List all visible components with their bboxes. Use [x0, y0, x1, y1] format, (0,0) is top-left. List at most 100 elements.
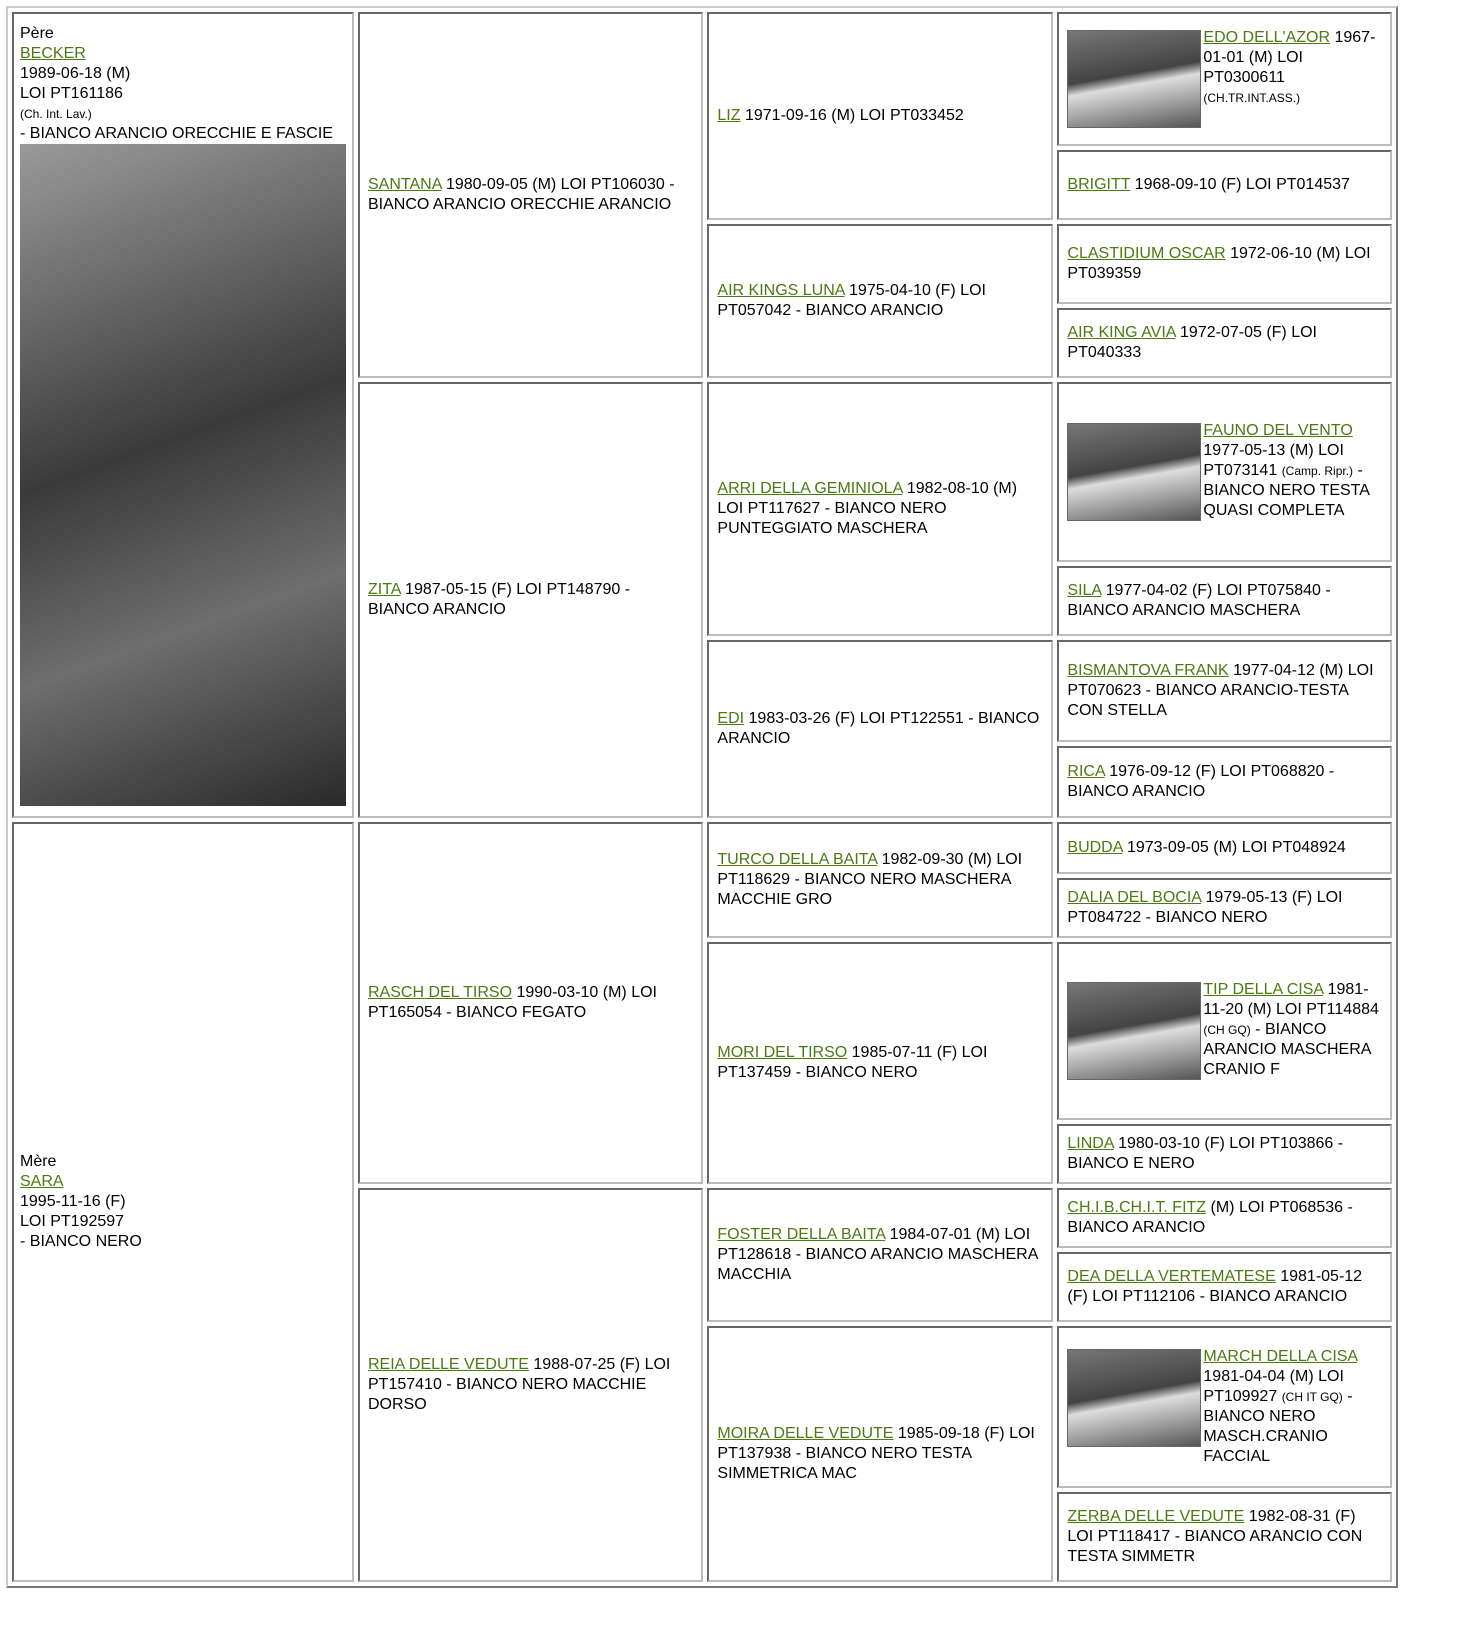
- dog-info: 1977-04-02 (F) LOI PT075840 - BIANCO ARA…: [1067, 582, 1331, 619]
- pedigree-row: REIA DELLE VEDUTE 1988-07-25 (F) LOI PT1…: [12, 1188, 1392, 1582]
- dog-info: 1982-08-31 (F) LOI PT118417 - BIANCO ARA…: [1067, 1508, 1363, 1565]
- dog-link[interactable]: MORI DEL TIRSO: [717, 1044, 848, 1061]
- dog-title: (CH IT GQ): [1281, 1390, 1343, 1404]
- dog-info: - BIANCO NERO TESTA QUASI COMPLETA: [1203, 462, 1370, 519]
- pedigree-row: Mère SARA 1995-11-16 (F) LOI PT192597 - BIAN…: [12, 822, 1392, 1582]
- pedigree-cell: AIR KINGS LUNA 1975-04-10 (F) LOI PT0570…: [707, 224, 1054, 378]
- dog-link[interactable]: DALIA DEL BOCIA: [1067, 889, 1202, 906]
- dog-info: 1981-11-20 (M) LOI PT114884: [1203, 981, 1379, 1018]
- dog-link[interactable]: LIZ: [717, 107, 741, 124]
- dog-link[interactable]: MOIRA DELLE VEDUTE: [717, 1425, 894, 1442]
- photo-thumb: [1067, 30, 1202, 128]
- pedigree-cell: SANTANA 1980-09-05 (M) LOI PT106030 - BI…: [358, 12, 704, 378]
- dog-info: 1990-03-10 (M) LOI PT165054 - BIANCO FEG…: [368, 984, 657, 1021]
- dog-link[interactable]: RASCH DEL TIRSO: [368, 984, 513, 1001]
- pedigree-cell: Père BECKER 1989-06-18 (M) LOI PT161186 (Ch.…: [12, 12, 354, 818]
- dog-link[interactable]: DEA DELLA VERTEMATESE: [1067, 1268, 1276, 1285]
- dog-link[interactable]: TIP DELLA CISA: [1203, 981, 1324, 998]
- pedigree-row: AIR KINGS LUNA 1975-04-10 (F) LOI PT0570…: [12, 224, 1392, 378]
- pedigree-cell: Mère SARA 1995-11-16 (F) LOI PT192597 - BIAN…: [12, 822, 354, 1582]
- dog-info: 1980-09-05 (M) LOI PT106030 - BIANCO ARA…: [368, 176, 675, 213]
- dog-info: 1976-09-12 (F) LOI PT068820 - BIANCO ARA…: [1067, 763, 1335, 800]
- pedigree-cell: BRIGITT 1968-09-10 (F) LOI PT014537: [1057, 150, 1392, 220]
- pedigree-cell: TIP DELLA CISA 1981-11-20 (M) LOI PT1148…: [1057, 942, 1392, 1120]
- dog-link[interactable]: AIR KING AVIA: [1067, 324, 1176, 341]
- dog-link[interactable]: FAUNO DEL VENTO: [1203, 422, 1353, 439]
- pedigree-cell: BISMANTOVA FRANK 1977-04-12 (M) LOI PT07…: [1057, 640, 1392, 742]
- dog-info: 1971-09-16 (M) LOI PT033452: [744, 107, 964, 124]
- dog-info: 1980-03-10 (F) LOI PT103866 - BIANCO E N…: [1067, 1135, 1344, 1172]
- pedigree-cell: LINDA 1980-03-10 (F) LOI PT103866 - BIAN…: [1057, 1124, 1392, 1184]
- dog-info: 1967-01-01 (M) LOI PT0300611: [1203, 29, 1376, 86]
- dog-link[interactable]: CLASTIDIUM OSCAR: [1067, 245, 1226, 262]
- dog-info: 1983-03-26 (F) LOI PT122551 - BIANCO ARA…: [717, 710, 1040, 747]
- dog-info: 1985-07-11 (F) LOI PT137459 - BIANCO NER…: [717, 1044, 988, 1081]
- pedigree-cell: EDO DELL'AZOR 1967-01-01 (M) LOI PT03006…: [1057, 12, 1392, 146]
- dog-link[interactable]: RICA: [1067, 763, 1105, 780]
- pedigree-cell: MORI DEL TIRSO 1985-07-11 (F) LOI PT1374…: [707, 942, 1054, 1184]
- pedigree-cell: REIA DELLE VEDUTE 1988-07-25 (F) LOI PT1…: [358, 1188, 704, 1582]
- dog-link[interactable]: FOSTER DELLA BAITA: [717, 1226, 886, 1243]
- dog-info: LOI PT161186: [20, 85, 123, 102]
- pedigree-row: AIR KING AVIA 1972-07-05 (F) LOI PT04033…: [12, 308, 1392, 378]
- pedigree-cell: ZERBA DELLE VEDUTE 1982-08-31 (F) LOI PT…: [1057, 1492, 1392, 1582]
- dog-info: 1985-09-18 (F) LOI PT137938 - BIANCO NER…: [717, 1425, 1035, 1482]
- parent-label: Père: [20, 25, 54, 42]
- pedigree-row: MOIRA DELLE VEDUTE 1985-09-18 (F) LOI PT…: [12, 1326, 1392, 1582]
- dog-info: 1995-11-16 (F): [20, 1193, 126, 1210]
- pedigree-row: EDI 1983-03-26 (F) LOI PT122551 - BIANCO…: [12, 640, 1392, 818]
- pedigree-row: DALIA DEL BOCIA 1979-05-13 (F) LOI PT084…: [12, 878, 1392, 938]
- pedigree-cell: BUDDA 1973-09-05 (M) LOI PT048924: [1057, 822, 1392, 874]
- dog-info: 1972-07-05 (F) LOI PT040333: [1067, 324, 1317, 361]
- dog-link[interactable]: EDO DELL'AZOR: [1203, 29, 1331, 46]
- pedigree-cell: ZITA 1987-05-15 (F) LOI PT148790 - BIANC…: [358, 382, 704, 818]
- pedigree-cell: AIR KING AVIA 1972-07-05 (F) LOI PT04033…: [1057, 308, 1392, 378]
- dog-title: (Camp. Ripr.): [1281, 464, 1354, 478]
- dog-info: 1979-05-13 (F) LOI PT084722 - BIANCO NER…: [1067, 889, 1343, 926]
- pedigree-cell: MOIRA DELLE VEDUTE 1985-09-18 (F) LOI PT…: [707, 1326, 1054, 1582]
- dog-link[interactable]: TURCO DELLA BAITA: [717, 851, 878, 868]
- dog-link[interactable]: BISMANTOVA FRANK: [1067, 662, 1229, 679]
- dog-link[interactable]: BECKER: [20, 45, 86, 62]
- pedigree-row: DEA DELLA VERTEMATESE 1981-05-12 (F) LOI…: [12, 1252, 1392, 1322]
- dog-link[interactable]: LINDA: [1067, 1135, 1114, 1152]
- pedigree-row: LINDA 1980-03-10 (F) LOI PT103866 - BIAN…: [12, 1124, 1392, 1184]
- dog-link[interactable]: AIR KINGS LUNA: [717, 282, 845, 299]
- dog-info: - BIANCO NERO: [20, 1233, 142, 1250]
- dog-info: 1988-07-25 (F) LOI PT157410 - BIANCO NER…: [368, 1356, 671, 1413]
- dog-info: 1987-05-15 (F) LOI PT148790 - BIANCO ARA…: [368, 581, 631, 618]
- pedigree-cell: CLASTIDIUM OSCAR 1972-06-10 (M) LOI PT03…: [1057, 224, 1392, 304]
- dog-info: 1972-06-10 (M) LOI PT039359: [1067, 245, 1371, 282]
- dog-info: - BIANCO ARANCIO MASCHERA CRANIO F: [1203, 1021, 1371, 1078]
- dog-link[interactable]: BRIGITT: [1067, 176, 1131, 193]
- dog-link[interactable]: ARRI DELLA GEMINIOLA: [717, 480, 903, 497]
- dog-info: 1977-04-12 (M) LOI PT070623 - BIANCO ARA…: [1067, 662, 1374, 719]
- pedigree-cell: DALIA DEL BOCIA 1979-05-13 (F) LOI PT084…: [1057, 878, 1392, 938]
- photo-thumb: [1067, 982, 1202, 1080]
- dog-info: - BIANCO ARANCIO ORECCHIE E FASCIE: [20, 125, 333, 142]
- pedigree-cell: SILA 1977-04-02 (F) LOI PT075840 - BIANC…: [1057, 566, 1392, 636]
- dog-info: 1989-06-18 (M): [20, 65, 131, 82]
- dog-link[interactable]: ZERBA DELLE VEDUTE: [1067, 1508, 1245, 1525]
- dog-link[interactable]: SARA: [20, 1173, 64, 1190]
- dog-link[interactable]: SANTANA: [368, 176, 442, 193]
- dog-info: 1982-09-30 (M) LOI PT118629 - BIANCO NER…: [717, 851, 1023, 908]
- pedigree-cell: EDI 1983-03-26 (F) LOI PT122551 - BIANCO…: [707, 640, 1054, 818]
- dog-link[interactable]: EDI: [717, 710, 745, 727]
- dog-link[interactable]: SILA: [1067, 582, 1102, 599]
- dog-link[interactable]: REIA DELLE VEDUTE: [368, 1356, 529, 1373]
- dog-info: 1977-05-13 (M) LOI PT073141: [1203, 442, 1344, 479]
- dog-link[interactable]: ZITA: [368, 581, 401, 598]
- pedigree-row: ZERBA DELLE VEDUTE 1982-08-31 (F) LOI PT…: [12, 1492, 1392, 1582]
- dog-link[interactable]: CH.I.B.CH.I.T. FITZ: [1067, 1199, 1207, 1216]
- dog-info: - BIANCO NERO MASCH.CRANIO FACCIAL: [1203, 1388, 1353, 1465]
- pedigree-cell: CH.I.B.CH.I.T. FITZ (M) LOI PT068536 - B…: [1057, 1188, 1392, 1248]
- dog-title: (CH GQ): [1203, 1023, 1251, 1037]
- dog-link[interactable]: MARCH DELLA CISA: [1203, 1348, 1358, 1365]
- pedigree-cell: RICA 1976-09-12 (F) LOI PT068820 - BIANC…: [1057, 746, 1392, 818]
- dog-link[interactable]: BUDDA: [1067, 839, 1123, 856]
- pedigree-cell: FAUNO DEL VENTO 1977-05-13 (M) LOI PT073…: [1057, 382, 1392, 562]
- dog-info: 1981-05-12 (F) LOI PT112106 - BIANCO ARA…: [1067, 1268, 1363, 1305]
- photo-thumb: [1067, 1349, 1202, 1447]
